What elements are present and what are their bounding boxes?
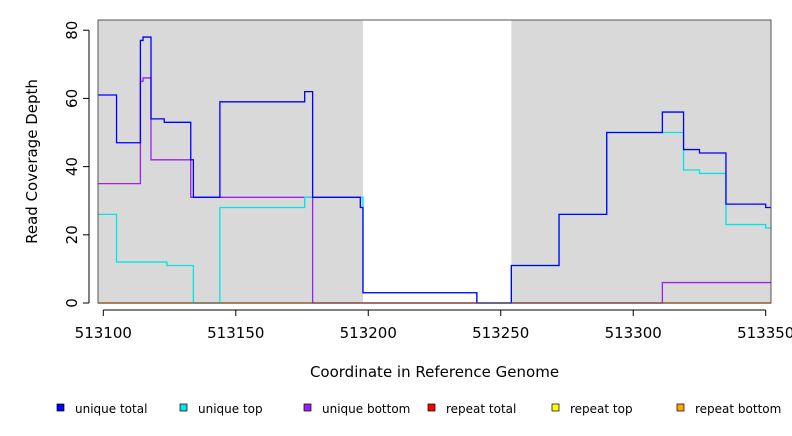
legend-swatch <box>427 403 436 412</box>
y-tick-label: 0 <box>63 298 81 308</box>
legend-item-unique-top: unique top <box>179 402 263 416</box>
x-axis: 513100 513150 513200 513250 513300 513350 <box>75 309 792 342</box>
shaded-region-0 <box>98 20 363 303</box>
y-tick-label: 40 <box>63 157 81 176</box>
y-axis-label: Read Coverage Depth <box>23 79 41 244</box>
shaded-regions <box>98 20 771 303</box>
x-tick-label: 513250 <box>472 324 529 342</box>
legend-item-repeat-total: repeat total <box>427 402 516 416</box>
legend-label: unique bottom <box>322 402 410 416</box>
legend-swatch <box>179 403 188 412</box>
legend-label: repeat bottom <box>695 402 781 416</box>
series-unique-total <box>98 36 771 304</box>
legend-item-unique-total: unique total <box>56 402 147 416</box>
legend-item-unique-bottom: unique bottom <box>303 402 410 416</box>
legend-label: repeat total <box>446 402 516 416</box>
y-tick-label: 20 <box>63 225 81 244</box>
x-tick-label: 513300 <box>605 324 662 342</box>
legend-item-repeat-top: repeat top <box>551 402 633 416</box>
x-axis-label: Coordinate in Reference Genome <box>310 363 559 381</box>
y-tick-label: 80 <box>63 21 81 40</box>
legend-swatch <box>551 403 560 412</box>
shaded-region-1 <box>511 20 771 303</box>
y-tick-label: 60 <box>63 89 81 108</box>
legend-label: repeat top <box>570 402 633 416</box>
x-tick-label: 513200 <box>340 324 397 342</box>
legend-swatch <box>676 403 685 412</box>
legend-label: unique total <box>75 402 147 416</box>
y-axis: 0 20 40 60 80 <box>63 21 90 308</box>
x-tick-label: 513150 <box>207 324 264 342</box>
legend-label: unique top <box>198 402 263 416</box>
legend-swatch <box>56 403 65 412</box>
legend: unique total unique top unique bottom repea… <box>56 402 781 416</box>
x-tick-label: 513350 <box>737 324 792 342</box>
legend-swatch <box>303 403 312 412</box>
legend-item-repeat-bottom: repeat bottom <box>676 402 781 416</box>
plot-frame <box>97 19 772 304</box>
x-tick-label: 513100 <box>75 324 132 342</box>
